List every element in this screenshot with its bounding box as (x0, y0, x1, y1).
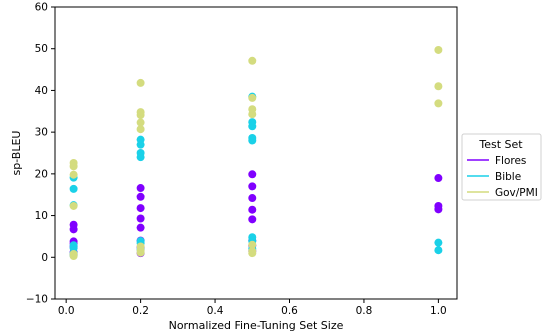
data-point-gov-pmi (136, 78, 145, 87)
legend-label-bible: Bible (495, 171, 521, 183)
data-point-flores (248, 170, 257, 179)
data-point-gov-pmi (248, 110, 257, 119)
data-point-gov-pmi (69, 252, 78, 261)
y-tick-label: 0 (41, 252, 48, 264)
y-axis-ticks: −10 0 10 20 30 40 50 60 (26, 2, 55, 306)
data-point-gov-pmi (434, 99, 443, 108)
legend-box (461, 133, 542, 201)
data-point-flores (248, 194, 257, 203)
data-point-bible (434, 246, 443, 255)
y-tick-label: 20 (35, 168, 48, 180)
data-point-flores (434, 205, 443, 214)
data-point-bible (248, 136, 257, 145)
legend-label-gov-pmi: Gov/PMI (495, 187, 538, 199)
data-point-gov-pmi (69, 162, 78, 171)
data-point-bible (136, 140, 145, 149)
data-point-gov-pmi (434, 45, 443, 54)
data-point-flores (136, 184, 145, 193)
x-tick-label: 0.8 (356, 305, 373, 317)
y-tick-label: 10 (35, 210, 48, 222)
x-axis-ticks: 0.0 0.2 0.4 0.6 0.8 1.0 (58, 299, 447, 317)
data-point-flores (136, 204, 145, 213)
data-point-gov-pmi (136, 248, 145, 257)
y-tick-label: 40 (35, 85, 48, 97)
legend-items: Flores Bible Gov/PMI (467, 155, 538, 199)
data-point-bible (69, 184, 78, 193)
plot-frame (54, 6, 458, 300)
data-point-bible (248, 122, 257, 131)
legend: Test Set Flores Bible Gov/PMI (461, 133, 542, 201)
data-point-bible (136, 153, 145, 162)
data-point-gov-pmi (248, 240, 257, 249)
data-point-bible (434, 238, 443, 247)
x-tick-label: 0.0 (58, 305, 75, 317)
data-point-gov-pmi (248, 249, 257, 258)
data-point-gov-pmi (136, 118, 145, 127)
data-point-gov-pmi (434, 82, 443, 91)
x-axis-label: Normalized Fine-Tuning Set Size (169, 319, 344, 332)
data-point-gov-pmi (69, 170, 78, 179)
data-point-flores (248, 182, 257, 191)
data-point-flores (434, 174, 443, 183)
data-point-flores (69, 225, 78, 234)
data-point-flores (136, 223, 145, 232)
data-point-flores (136, 192, 145, 201)
y-tick-label: 60 (35, 2, 48, 14)
data-point-flores (248, 205, 257, 214)
x-tick-label: 0.4 (207, 305, 224, 317)
data-point-gov-pmi (136, 125, 145, 134)
y-axis-label: sp-BLEU (10, 131, 23, 176)
legend-title: Test Set (478, 138, 523, 151)
x-tick-label: 0.6 (281, 305, 298, 317)
y-tick-label: −10 (26, 294, 48, 306)
x-tick-label: 1.0 (430, 305, 447, 317)
data-point-flores (136, 214, 145, 223)
data-point-gov-pmi (248, 56, 257, 65)
data-point-flores (248, 215, 257, 224)
legend-label-flores: Flores (495, 155, 526, 167)
y-tick-label: 30 (35, 127, 48, 139)
data-point-gov-pmi (136, 111, 145, 120)
y-tick-label: 50 (35, 43, 48, 55)
x-tick-label: 0.2 (132, 305, 149, 317)
plot-marks (69, 45, 443, 261)
data-point-gov-pmi (248, 93, 257, 102)
data-point-gov-pmi (69, 201, 78, 210)
